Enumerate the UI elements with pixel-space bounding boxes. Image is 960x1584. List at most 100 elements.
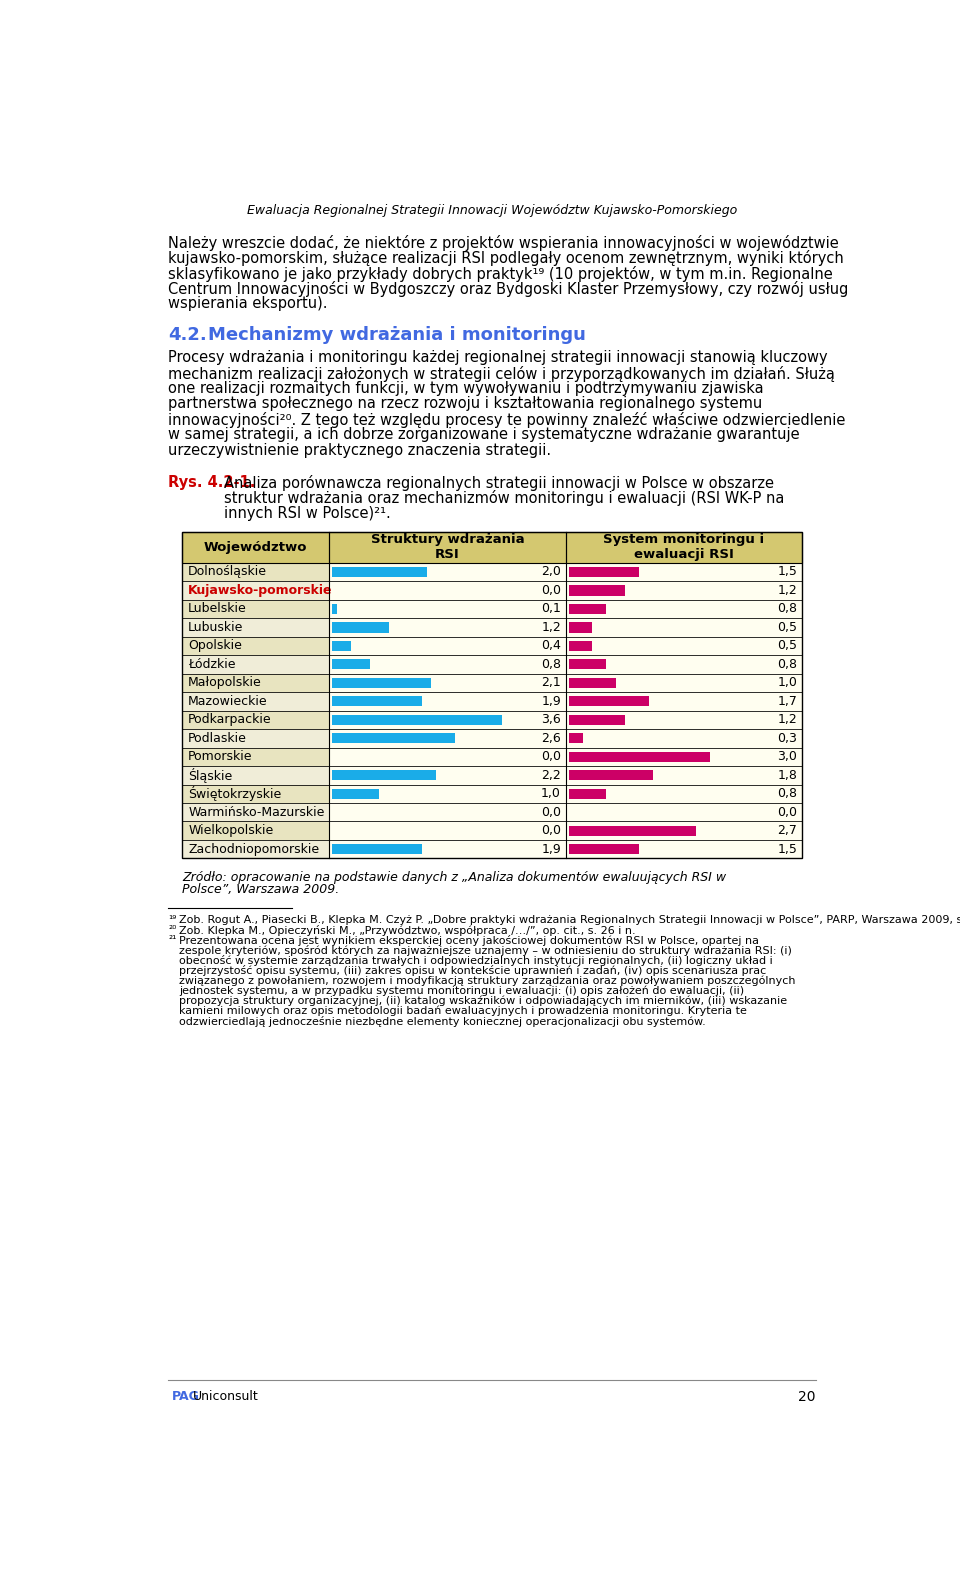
Bar bbox=[182, 784, 329, 803]
Text: 0,0: 0,0 bbox=[778, 806, 798, 819]
Text: Województwo: Województwo bbox=[204, 540, 307, 554]
Bar bbox=[332, 789, 379, 798]
Text: odzwierciedlają jednocześnie niezbędne elementy koniecznej operacjonalizacji obu: odzwierciedlają jednocześnie niezbędne e… bbox=[179, 1015, 706, 1026]
Bar bbox=[332, 678, 431, 687]
Text: Zródło: opracowanie na podstawie danych z „Analiza dokumentów ewaluujących RSI w: Zródło: opracowanie na podstawie danych … bbox=[182, 871, 726, 884]
Bar bbox=[182, 840, 329, 859]
Bar bbox=[565, 562, 802, 581]
Bar bbox=[568, 844, 639, 854]
Bar bbox=[568, 697, 649, 706]
Text: Podkarpackie: Podkarpackie bbox=[188, 713, 272, 727]
Text: Śląskie: Śląskie bbox=[188, 768, 232, 782]
Text: 1,5: 1,5 bbox=[778, 565, 798, 578]
Text: 0,5: 0,5 bbox=[778, 640, 798, 653]
Bar bbox=[329, 562, 565, 581]
Bar bbox=[565, 581, 802, 600]
Bar bbox=[568, 770, 654, 781]
Text: przejrzystość opisu systemu, (iii) zakres opisu w kontekście uprawnień i zadań, : przejrzystość opisu systemu, (iii) zakre… bbox=[179, 966, 766, 976]
Text: sklasyfikowano je jako przykłady dobrych praktyk¹⁹ (10 projektów, w tym m.in. Re: sklasyfikowano je jako przykłady dobrych… bbox=[168, 266, 832, 282]
Bar bbox=[329, 656, 565, 673]
Text: Zob. Rogut A., Piasecki B., Klepka M. Czyż P. „Dobre praktyki wdrażania Regional: Zob. Rogut A., Piasecki B., Klepka M. Cz… bbox=[179, 916, 960, 925]
Bar bbox=[332, 567, 426, 577]
Text: 2,0: 2,0 bbox=[541, 565, 561, 578]
Bar bbox=[329, 711, 565, 729]
Bar bbox=[182, 637, 329, 656]
Bar bbox=[565, 822, 802, 840]
Text: Polsce”, Warszawa 2009.: Polsce”, Warszawa 2009. bbox=[182, 882, 339, 897]
Bar bbox=[182, 618, 329, 637]
Text: struktur wdrażania oraz mechanizmów monitoringu i ewaluacji (RSI WK-P na: struktur wdrażania oraz mechanizmów moni… bbox=[224, 491, 784, 507]
Text: 1,8: 1,8 bbox=[778, 768, 798, 782]
Bar bbox=[329, 729, 565, 748]
Text: w samej strategii, a ich dobrze zorganizowane i systematyczne wdrażanie gwarantu: w samej strategii, a ich dobrze zorganiz… bbox=[168, 428, 800, 442]
Bar bbox=[332, 733, 455, 743]
Text: 1,0: 1,0 bbox=[541, 787, 561, 800]
Text: 3,0: 3,0 bbox=[778, 751, 798, 763]
Text: 0,0: 0,0 bbox=[541, 751, 561, 763]
Bar bbox=[568, 604, 607, 615]
Text: kujawsko-pomorskim, służące realizacji RSI podlegały ocenom zewnętrznym, wyniki : kujawsko-pomorskim, służące realizacji R… bbox=[168, 250, 844, 266]
Text: innowacyjności²⁰. Z tego też względu procesy te powinny znaleźć właściwe odzwier: innowacyjności²⁰. Z tego też względu pro… bbox=[168, 412, 846, 428]
Bar bbox=[329, 692, 565, 711]
Bar bbox=[568, 733, 583, 743]
Bar bbox=[565, 711, 802, 729]
Text: urzeczywistnienie praktycznego znaczenia strategii.: urzeczywistnienie praktycznego znaczenia… bbox=[168, 442, 551, 458]
Text: ²¹: ²¹ bbox=[168, 936, 177, 946]
Bar bbox=[568, 623, 592, 632]
Bar bbox=[182, 711, 329, 729]
Text: 1,0: 1,0 bbox=[778, 676, 798, 689]
Text: zespole kryteriów, spośród których za najważniejsze uznajemy – w odniesieniu do : zespole kryteriów, spośród których za na… bbox=[179, 946, 792, 957]
Bar bbox=[565, 729, 802, 748]
Bar bbox=[568, 659, 607, 670]
Text: 0,0: 0,0 bbox=[541, 584, 561, 597]
Text: Łódzkie: Łódzkie bbox=[188, 657, 236, 672]
Text: 1,9: 1,9 bbox=[541, 843, 561, 855]
Bar bbox=[568, 752, 710, 762]
Text: Małopolskie: Małopolskie bbox=[188, 676, 262, 689]
Text: innych RSI w Polsce)²¹.: innych RSI w Polsce)²¹. bbox=[224, 505, 391, 521]
Text: Ewaluacja Regionalnej Strategii Innowacji Województw Kujawsko-Pomorskiego: Ewaluacja Regionalnej Strategii Innowacj… bbox=[247, 204, 737, 217]
Text: partnerstwa społecznego na rzecz rozwoju i kształtowania regionalnego systemu: partnerstwa społecznego na rzecz rozwoju… bbox=[168, 396, 762, 412]
Text: Struktury wdrażania
RSI: Struktury wdrażania RSI bbox=[371, 534, 524, 561]
Bar bbox=[332, 697, 421, 706]
Text: Zachodniopomorskie: Zachodniopomorskie bbox=[188, 843, 320, 855]
Bar bbox=[565, 748, 802, 767]
Text: one realizacji rozmaitych funkcji, w tym wywoływaniu i podtrzymywaniu zjawiska: one realizacji rozmaitych funkcji, w tym… bbox=[168, 382, 763, 396]
Bar bbox=[329, 637, 565, 656]
Text: Procesy wdrażania i monitoringu każdej regionalnej strategii innowacji stanowią : Procesy wdrażania i monitoringu każdej r… bbox=[168, 350, 828, 366]
Bar bbox=[332, 844, 421, 854]
Bar bbox=[329, 581, 565, 600]
Text: propozycja struktury organizacyjnej, (ii) katalog wskaźników i odpowiadających i: propozycja struktury organizacyjnej, (ii… bbox=[179, 995, 787, 1006]
Bar bbox=[332, 659, 370, 670]
Bar bbox=[565, 600, 802, 618]
Text: Mechanizmy wdrażania i monitoringu: Mechanizmy wdrażania i monitoringu bbox=[208, 326, 587, 344]
Bar bbox=[565, 767, 802, 784]
Bar bbox=[568, 567, 639, 577]
Text: wspierania eksportu).: wspierania eksportu). bbox=[168, 296, 327, 312]
Text: 1,9: 1,9 bbox=[541, 695, 561, 708]
Bar bbox=[182, 767, 329, 784]
Bar bbox=[182, 562, 329, 581]
Bar bbox=[182, 729, 329, 748]
Bar bbox=[332, 714, 502, 725]
Bar bbox=[568, 678, 615, 687]
Text: Wielkopolskie: Wielkopolskie bbox=[188, 824, 274, 838]
Text: 1,2: 1,2 bbox=[778, 713, 798, 727]
Text: związanego z powołaniem, rozwojem i modyfikacją struktury zarządzania oraz powoł: związanego z powołaniem, rozwojem i mody… bbox=[179, 976, 796, 985]
Text: Opolskie: Opolskie bbox=[188, 640, 242, 653]
Text: jednostek systemu, a w przypadku systemu monitoringu i ewaluacji: (i) opis założ: jednostek systemu, a w przypadku systemu… bbox=[179, 985, 744, 996]
Text: 0,3: 0,3 bbox=[778, 732, 798, 744]
Text: 1,5: 1,5 bbox=[778, 843, 798, 855]
Bar bbox=[329, 784, 565, 803]
Text: Dolnośląskie: Dolnośląskie bbox=[188, 565, 267, 578]
Bar bbox=[565, 784, 802, 803]
Text: Kujawsko-pomorskie: Kujawsko-pomorskie bbox=[188, 584, 333, 597]
Text: System monitoringu i
ewaluacji RSI: System monitoringu i ewaluacji RSI bbox=[603, 534, 764, 561]
Text: Uniconsult: Uniconsult bbox=[193, 1389, 258, 1403]
Bar bbox=[329, 767, 565, 784]
Text: Należy wreszcie dodać, że niektóre z projektów wspierania innowacyjności w wojew: Należy wreszcie dodać, że niektóre z pro… bbox=[168, 234, 839, 250]
Bar bbox=[182, 656, 329, 673]
Bar bbox=[568, 642, 592, 651]
Text: Prezentowana ocena jest wynikiem eksperckiej oceny jakościowej dokumentów RSI w : Prezentowana ocena jest wynikiem eksperc… bbox=[179, 936, 759, 946]
Text: 2,6: 2,6 bbox=[541, 732, 561, 744]
